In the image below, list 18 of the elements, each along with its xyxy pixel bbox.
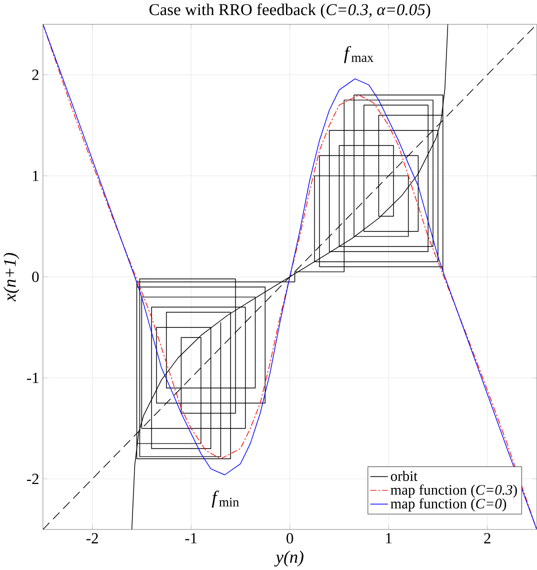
chart-title: Case with RRO feedback (C=0.3, α=0.05) bbox=[150, 3, 430, 19]
annotation: f$_{min}$ bbox=[212, 490, 239, 508]
x-axis-title: y(n) bbox=[274, 550, 304, 567]
y-tick-label: -1 bbox=[27, 372, 38, 383]
y-tick-label: 0 bbox=[32, 272, 39, 282]
y-tick-label: 1 bbox=[32, 170, 38, 181]
legend-label: map function (C=0) bbox=[390, 498, 506, 512]
y-tick-label: 2 bbox=[32, 70, 38, 80]
y-axis-title: x(n+1) bbox=[3, 252, 20, 302]
x-tick-label: 1 bbox=[386, 533, 392, 544]
x-tick-label: -2 bbox=[86, 533, 98, 544]
x-tick-label: 0 bbox=[286, 533, 294, 544]
legend-label: orbit bbox=[390, 470, 418, 482]
y-tick-label: -2 bbox=[27, 474, 38, 484]
x-tick-label: 2 bbox=[484, 533, 490, 544]
annotation: f$_{max}$ bbox=[344, 46, 374, 64]
legend-label: map function (C=0.3) bbox=[390, 484, 517, 498]
x-tick-label: -1 bbox=[185, 533, 197, 544]
